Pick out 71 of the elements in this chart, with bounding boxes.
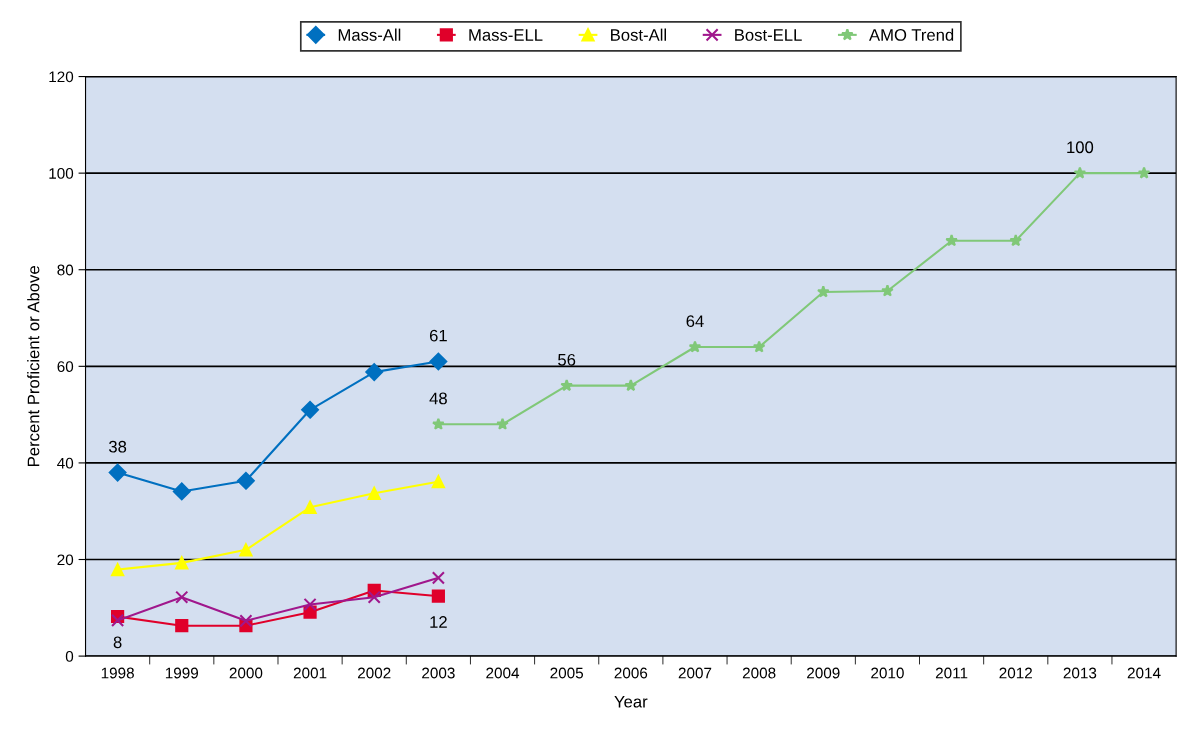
x-tick-label: 2004 [486, 667, 520, 679]
point [496, 417, 509, 430]
point [624, 379, 638, 392]
point [175, 590, 189, 604]
point [431, 475, 445, 489]
point [303, 500, 317, 514]
x-tick-label: 2003 [422, 667, 455, 679]
point [239, 614, 253, 628]
legend-label: AMO Trend [869, 28, 954, 41]
point [367, 486, 381, 500]
point [108, 463, 127, 482]
y-axis-title: Percent Proficient or Above [27, 266, 40, 466]
x-axis-title: Year [614, 695, 648, 708]
point [239, 543, 253, 557]
x-tick-label: 1999 [165, 667, 199, 679]
legend-label: Mass-ELL [469, 29, 543, 41]
point [816, 285, 830, 298]
data-label: 100 [1067, 141, 1094, 154]
y-tick-label: 40 [57, 457, 74, 469]
legend-label: Bost-ELL [735, 29, 802, 41]
point [1073, 166, 1087, 179]
point [1009, 234, 1023, 247]
point [752, 340, 766, 353]
point [881, 284, 894, 297]
data-label: 48 [429, 392, 447, 405]
point [301, 400, 319, 419]
x-tick-label: 2009 [807, 667, 840, 679]
legend-label: Mass-All [338, 28, 401, 41]
x-tick-label: 2008 [742, 667, 776, 679]
y-tick-label: 100 [49, 168, 74, 179]
x-tick-label: 2012 [999, 667, 1032, 679]
x-tick-label: 2014 [1127, 667, 1161, 679]
legend-label: Bost-All [611, 28, 666, 41]
point [111, 563, 125, 577]
y-tick-label: 80 [57, 264, 74, 276]
data-label: 8 [113, 636, 122, 649]
y-tick-label: 120 [49, 71, 74, 83]
y-tick-label: 0 [65, 650, 74, 662]
x-tick-label: 1998 [101, 667, 134, 679]
x-tick-label: 2010 [871, 667, 904, 679]
point [429, 352, 448, 371]
x-tick-label: 2005 [550, 667, 584, 679]
x-tick-label: 2007 [678, 667, 712, 679]
x-tick-label: 2001 [293, 667, 327, 679]
x-tick-label: 2006 [614, 667, 648, 679]
data-label: 12 [430, 616, 447, 628]
point [431, 571, 445, 585]
data-label: 38 [108, 440, 127, 453]
data-label: 64 [686, 315, 704, 328]
point [111, 613, 125, 627]
y-tick-label: 20 [57, 554, 74, 566]
point [365, 363, 384, 382]
point [560, 379, 573, 392]
point [172, 482, 191, 501]
x-tick-label: 2000 [229, 667, 263, 679]
point [688, 340, 702, 353]
point [1137, 166, 1151, 179]
point [175, 556, 189, 570]
point [367, 590, 381, 604]
data-label: 56 [558, 353, 576, 366]
data-label: 61 [429, 329, 447, 342]
point [303, 597, 317, 612]
point [431, 589, 445, 603]
point [945, 234, 958, 247]
point [237, 471, 255, 490]
x-tick-label: 2011 [935, 667, 968, 679]
x-tick-label: 2013 [1063, 667, 1097, 679]
point [432, 417, 445, 430]
y-tick-label: 60 [57, 361, 74, 373]
x-tick-label: 2002 [358, 667, 391, 679]
point [175, 619, 189, 633]
